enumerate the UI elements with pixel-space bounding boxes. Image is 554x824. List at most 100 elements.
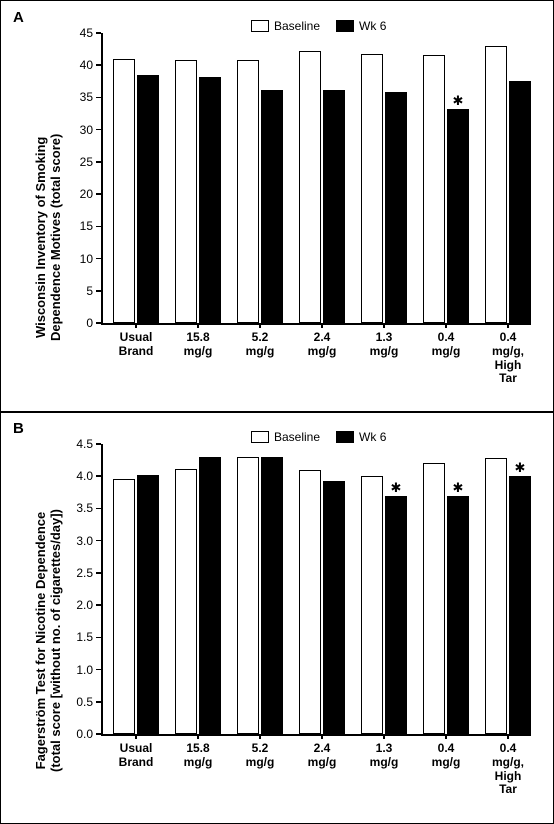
legend-item-baseline: Baseline [251, 19, 320, 33]
bar-baseline [361, 476, 383, 734]
swatch-wk6-b [336, 431, 354, 443]
ytick-label: 20 [63, 187, 93, 201]
significance-star: ✱ [391, 480, 402, 496]
xtick-mark [135, 323, 137, 328]
ytick-label: 25 [63, 155, 93, 169]
panel-a: A Wisconsin Inventory of Smoking Depende… [1, 1, 553, 412]
swatch-baseline [251, 20, 269, 32]
xtick-mark [507, 734, 509, 739]
ytick-mark [96, 508, 101, 510]
ytick-mark [96, 258, 101, 260]
ytick-mark [96, 637, 101, 639]
ytick-label: 1.0 [63, 663, 93, 677]
panel-b-legend: Baseline Wk 6 [251, 430, 386, 444]
figure-container: A Wisconsin Inventory of Smoking Depende… [0, 0, 554, 824]
legend-label-baseline: Baseline [274, 19, 320, 33]
ytick-label: 30 [63, 123, 93, 137]
xtick-mark [445, 323, 447, 328]
x-axis [101, 734, 531, 736]
bar-wk6 [447, 496, 469, 734]
ytick-mark [96, 226, 101, 228]
bar-wk6 [261, 457, 283, 734]
ytick-label: 5 [63, 284, 93, 298]
ytick-mark [96, 193, 101, 195]
xtick-label: 0.4mg/g,HighTar [480, 331, 536, 386]
xtick-label: UsualBrand [108, 742, 164, 770]
ytick-mark [96, 540, 101, 542]
bar-wk6 [323, 481, 345, 734]
ytick-label: 2.0 [63, 598, 93, 612]
ytick-label: 1.5 [63, 630, 93, 644]
bar-wk6 [261, 90, 283, 323]
panel-a-plot: 051015202530354045✱ [101, 33, 531, 323]
bar-wk6 [199, 77, 221, 323]
ytick-label: 2.5 [63, 566, 93, 580]
bar-baseline [299, 470, 321, 734]
panel-a-ylabel-line1: Wisconsin Inventory of Smoking [33, 137, 48, 338]
xtick-label: 15.8mg/g [170, 742, 226, 770]
bar-baseline [299, 51, 321, 323]
xtick-mark [197, 323, 199, 328]
ytick-mark [96, 443, 101, 445]
ytick-label: 40 [63, 58, 93, 72]
bar-wk6 [323, 90, 345, 323]
xtick-label: 1.3mg/g [356, 331, 412, 359]
bar-wk6 [137, 475, 159, 734]
xtick-mark [445, 734, 447, 739]
ytick-mark [96, 32, 101, 34]
significance-star: ✱ [453, 93, 464, 109]
xtick-label: 0.4mg/g [418, 331, 474, 359]
bar-wk6 [447, 109, 469, 323]
xtick-mark [135, 734, 137, 739]
ytick-mark [96, 64, 101, 66]
ytick-label: 45 [63, 26, 93, 40]
bar-baseline [423, 463, 445, 734]
xtick-label: 2.4mg/g [294, 742, 350, 770]
xtick-label: 5.2mg/g [232, 742, 288, 770]
ytick-mark [96, 161, 101, 163]
significance-star: ✱ [515, 460, 526, 476]
ytick-mark [96, 290, 101, 292]
bar-wk6 [137, 75, 159, 323]
xtick-label: 0.4mg/g [418, 742, 474, 770]
ytick-mark [96, 97, 101, 99]
y-axis [101, 33, 103, 323]
ytick-mark [96, 701, 101, 703]
bar-baseline [485, 46, 507, 323]
swatch-baseline-b [251, 431, 269, 443]
legend-label-baseline-b: Baseline [274, 430, 320, 444]
xtick-label: 5.2mg/g [232, 331, 288, 359]
xtick-label: 2.4mg/g [294, 331, 350, 359]
legend-item-wk6: Wk 6 [336, 19, 386, 33]
panel-a-ylabel: Wisconsin Inventory of Smoking Dependenc… [33, 134, 63, 341]
xtick-mark [259, 734, 261, 739]
panel-b-ylabel-line2: (total score [without no. of cigarettes/… [48, 509, 63, 772]
bar-baseline [113, 59, 135, 323]
bar-baseline [113, 479, 135, 734]
bar-baseline [423, 55, 445, 323]
legend-item-baseline-b: Baseline [251, 430, 320, 444]
y-axis [101, 444, 103, 734]
ytick-label: 0.0 [63, 727, 93, 741]
ytick-label: 35 [63, 90, 93, 104]
xtick-label: UsualBrand [108, 331, 164, 359]
xtick-mark [321, 734, 323, 739]
bar-baseline [175, 469, 197, 735]
bar-baseline [175, 60, 197, 323]
ytick-label: 4.0 [63, 469, 93, 483]
xtick-label: 0.4mg/g,HighTar [480, 742, 536, 797]
significance-star: ✱ [453, 480, 464, 496]
bar-baseline [485, 458, 507, 734]
legend-label-wk6-b: Wk 6 [359, 430, 386, 444]
xtick-label: 15.8mg/g [170, 331, 226, 359]
legend-label-wk6: Wk 6 [359, 19, 386, 33]
panel-a-ylabel-line2: Dependence Motives (total score) [48, 134, 63, 341]
bar-wk6 [385, 92, 407, 323]
panel-b-letter: B [13, 420, 24, 437]
panel-a-letter: A [13, 9, 24, 26]
bar-baseline [237, 60, 259, 323]
xtick-mark [197, 734, 199, 739]
xtick-mark [321, 323, 323, 328]
panel-b-ylabel-line1: Fagerström Test for Nicotine Dependence [33, 512, 48, 770]
panel-b: B Fagerström Test for Nicotine Dependenc… [1, 412, 553, 823]
